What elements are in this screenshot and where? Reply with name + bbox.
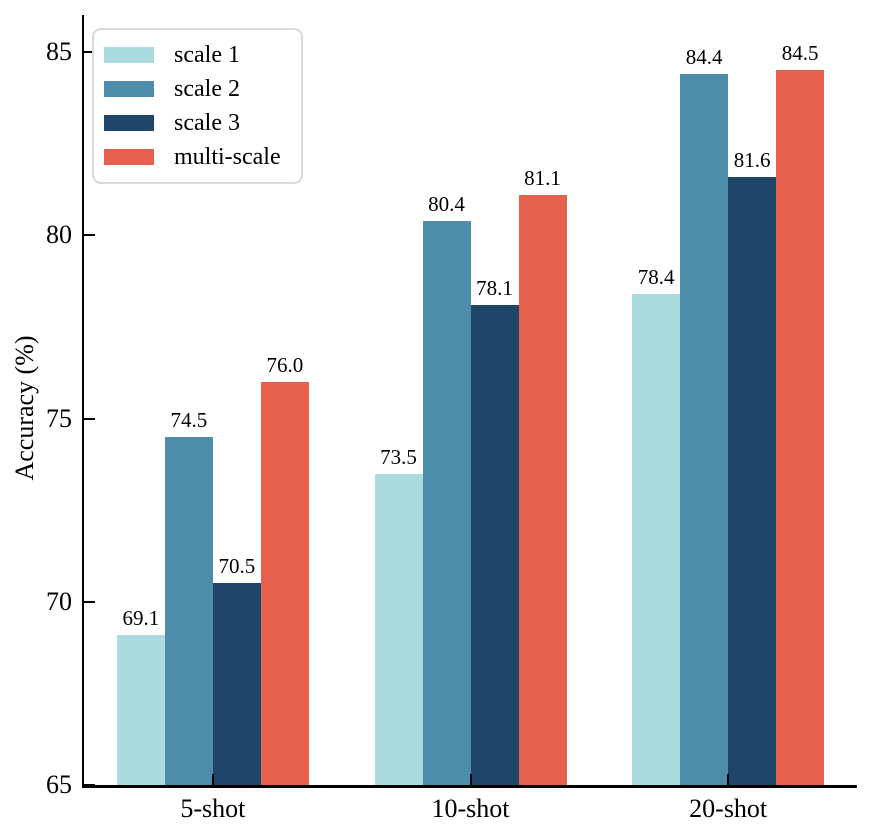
- x-tick-mark: [469, 774, 472, 785]
- y-tick-mark: [84, 234, 95, 237]
- y-tick-mark: [84, 784, 95, 786]
- bar-scale-2-10-shot: 80.4: [422, 193, 471, 785]
- bar-value-label: 69.1: [122, 605, 160, 630]
- plot-area: 65 70 75 80 85 69.1 74.5 70.5 76.0 5-shot 73.5 80.4…: [46, 15, 857, 823]
- legend-label: scale 2: [174, 76, 240, 102]
- legend-item-scale-1: scale 1: [104, 38, 281, 72]
- bar-value-label: 78.4: [637, 264, 675, 289]
- y-tick-mark: [84, 417, 95, 420]
- bar-value-label: 76.0: [266, 352, 304, 377]
- y-tick-mark: [84, 51, 95, 53]
- x-tick-label: 10-shot: [431, 794, 510, 823]
- bar-group-5-shot: 69.1 74.5 70.5 76.0: [116, 15, 309, 785]
- y-tick-label: 70: [46, 586, 72, 616]
- bar-scale-2-5-shot: 74.5: [164, 409, 213, 785]
- legend: scale 1 scale 2 scale 3 multi-scale: [92, 28, 303, 184]
- x-tick-mark: [211, 774, 214, 785]
- legend-item-scale-2: scale 2: [104, 72, 281, 106]
- bar-scale-3-10-shot: 78.1: [470, 277, 519, 785]
- bar-value-label: 70.5: [218, 554, 256, 579]
- bar-value-label: 84.4: [685, 45, 723, 69]
- legend-label: scale 3: [174, 110, 240, 136]
- bar-value-label: 73.5: [380, 444, 417, 469]
- legend-label: scale 1: [174, 42, 240, 68]
- legend-item-scale-3: scale 3: [104, 106, 281, 140]
- legend-item-multi-scale: multi-scale: [104, 140, 281, 174]
- legend-swatch: [104, 81, 154, 97]
- legend-swatch: [104, 115, 154, 131]
- bar-scale-1-5-shot: 69.1: [116, 607, 165, 785]
- bar-scale-1-20-shot: 78.4: [632, 266, 681, 785]
- y-tick-label: 80: [46, 220, 72, 250]
- bar-multi-scale-5-shot: 76.0: [260, 354, 309, 785]
- bar-group-10-shot: 73.5 80.4 78.1 81.1: [374, 15, 567, 785]
- bar-value-label: 81.1: [524, 165, 561, 190]
- bar-scale-3-5-shot: 70.5: [212, 556, 261, 785]
- x-tick-label: 5-shot: [180, 794, 246, 823]
- bar-value-label: 80.4: [428, 191, 465, 216]
- bar-value-label: 78.1: [476, 275, 513, 300]
- y-tick-label: 65: [46, 770, 72, 799]
- y-tick-label: 85: [46, 37, 72, 66]
- bar-scale-3-20-shot: 81.6: [728, 149, 777, 785]
- bar-value-label: 81.6: [733, 147, 771, 172]
- bar-multi-scale-10-shot: 81.1: [518, 167, 567, 785]
- y-tick-label: 75: [46, 403, 72, 433]
- x-tick-label: 20-shot: [689, 794, 768, 823]
- bar-value-label: 84.5: [781, 41, 819, 66]
- legend-label: multi-scale: [174, 144, 281, 170]
- bar-multi-scale-20-shot: 84.5: [776, 43, 825, 785]
- bar-value-label: 74.5: [170, 407, 208, 432]
- y-tick-mark: [84, 600, 95, 603]
- bar-group-20-shot: 78.4 84.4 81.6 84.5: [632, 15, 825, 785]
- legend-swatch: [104, 149, 154, 165]
- x-tick-mark: [727, 774, 730, 785]
- bar-scale-1-10-shot: 73.5: [374, 446, 423, 785]
- bar-scale-2-20-shot: 84.4: [680, 47, 729, 785]
- legend-swatch: [104, 47, 154, 63]
